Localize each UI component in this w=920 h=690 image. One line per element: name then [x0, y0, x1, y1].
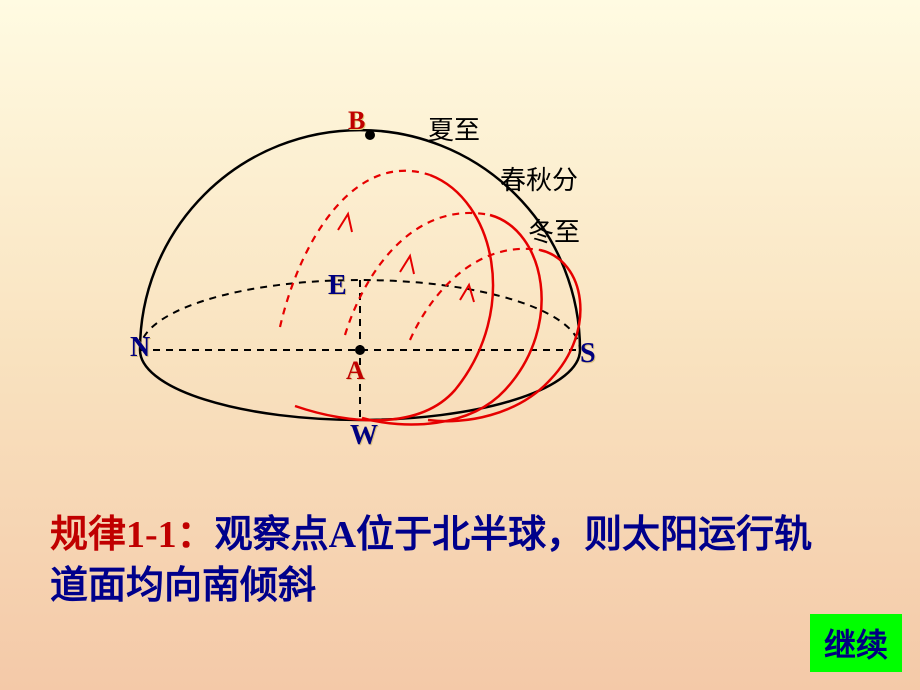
arc-winter-arrow: [460, 285, 474, 302]
label-summer: 夏至: [428, 110, 480, 147]
arc-equinox-back: [345, 213, 490, 335]
rule-caption: 规律1-1：观察点A位于北半球，则太阳运行轨道面均向南倾斜: [50, 510, 830, 613]
label-N: N: [130, 332, 150, 364]
point-A-dot: [355, 345, 365, 355]
celestial-diagram: N S E W A B 夏至 春秋分 冬至: [100, 80, 720, 505]
arc-summer-back: [280, 171, 430, 327]
label-S: S: [580, 338, 596, 370]
label-E: E: [328, 270, 347, 302]
caption-prefix: 规律1-1：: [50, 514, 215, 556]
arc-summer-front: [295, 175, 493, 420]
label-W: W: [350, 420, 378, 452]
arc-winter-back: [410, 249, 540, 340]
point-B-dot: [365, 130, 375, 140]
arc-summer-arrow: [338, 214, 352, 232]
arc-equinox-arrow: [400, 256, 414, 274]
label-winter: 冬至: [528, 212, 580, 249]
horizon-back: [140, 280, 580, 350]
label-A: A: [346, 356, 365, 386]
slide: N S E W A B 夏至 春秋分 冬至 规律1-1：观察点A位于北半球，则太…: [0, 0, 920, 690]
continue-button[interactable]: 继续: [810, 614, 902, 672]
label-B: B: [348, 106, 365, 136]
diagram-svg: [100, 80, 720, 500]
label-equinox: 春秋分: [500, 160, 578, 197]
